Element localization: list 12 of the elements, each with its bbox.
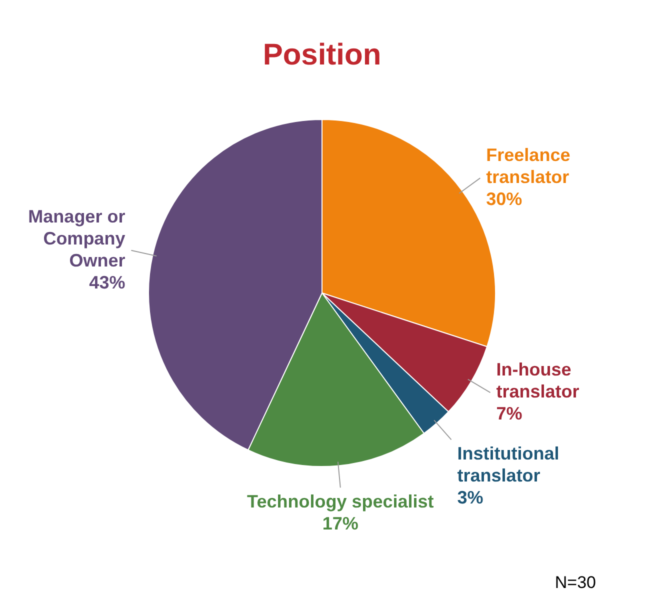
text: N=30 bbox=[554, 573, 596, 592]
chart-title: Position bbox=[262, 38, 382, 72]
slice-label: Institutional translator bbox=[457, 444, 560, 486]
slice-label: Manager or Company Owner bbox=[28, 206, 126, 270]
slice-label: In-house translator bbox=[496, 359, 580, 402]
data-label: 7% bbox=[496, 403, 522, 424]
slice-label: Freelance translator bbox=[486, 145, 570, 188]
slice-label: Technology specialist bbox=[247, 492, 434, 512]
data-label: 43% bbox=[89, 272, 126, 292]
data-label: 17% bbox=[322, 514, 358, 534]
data-label: 30% bbox=[486, 189, 522, 210]
data-label: 3% bbox=[457, 488, 484, 508]
